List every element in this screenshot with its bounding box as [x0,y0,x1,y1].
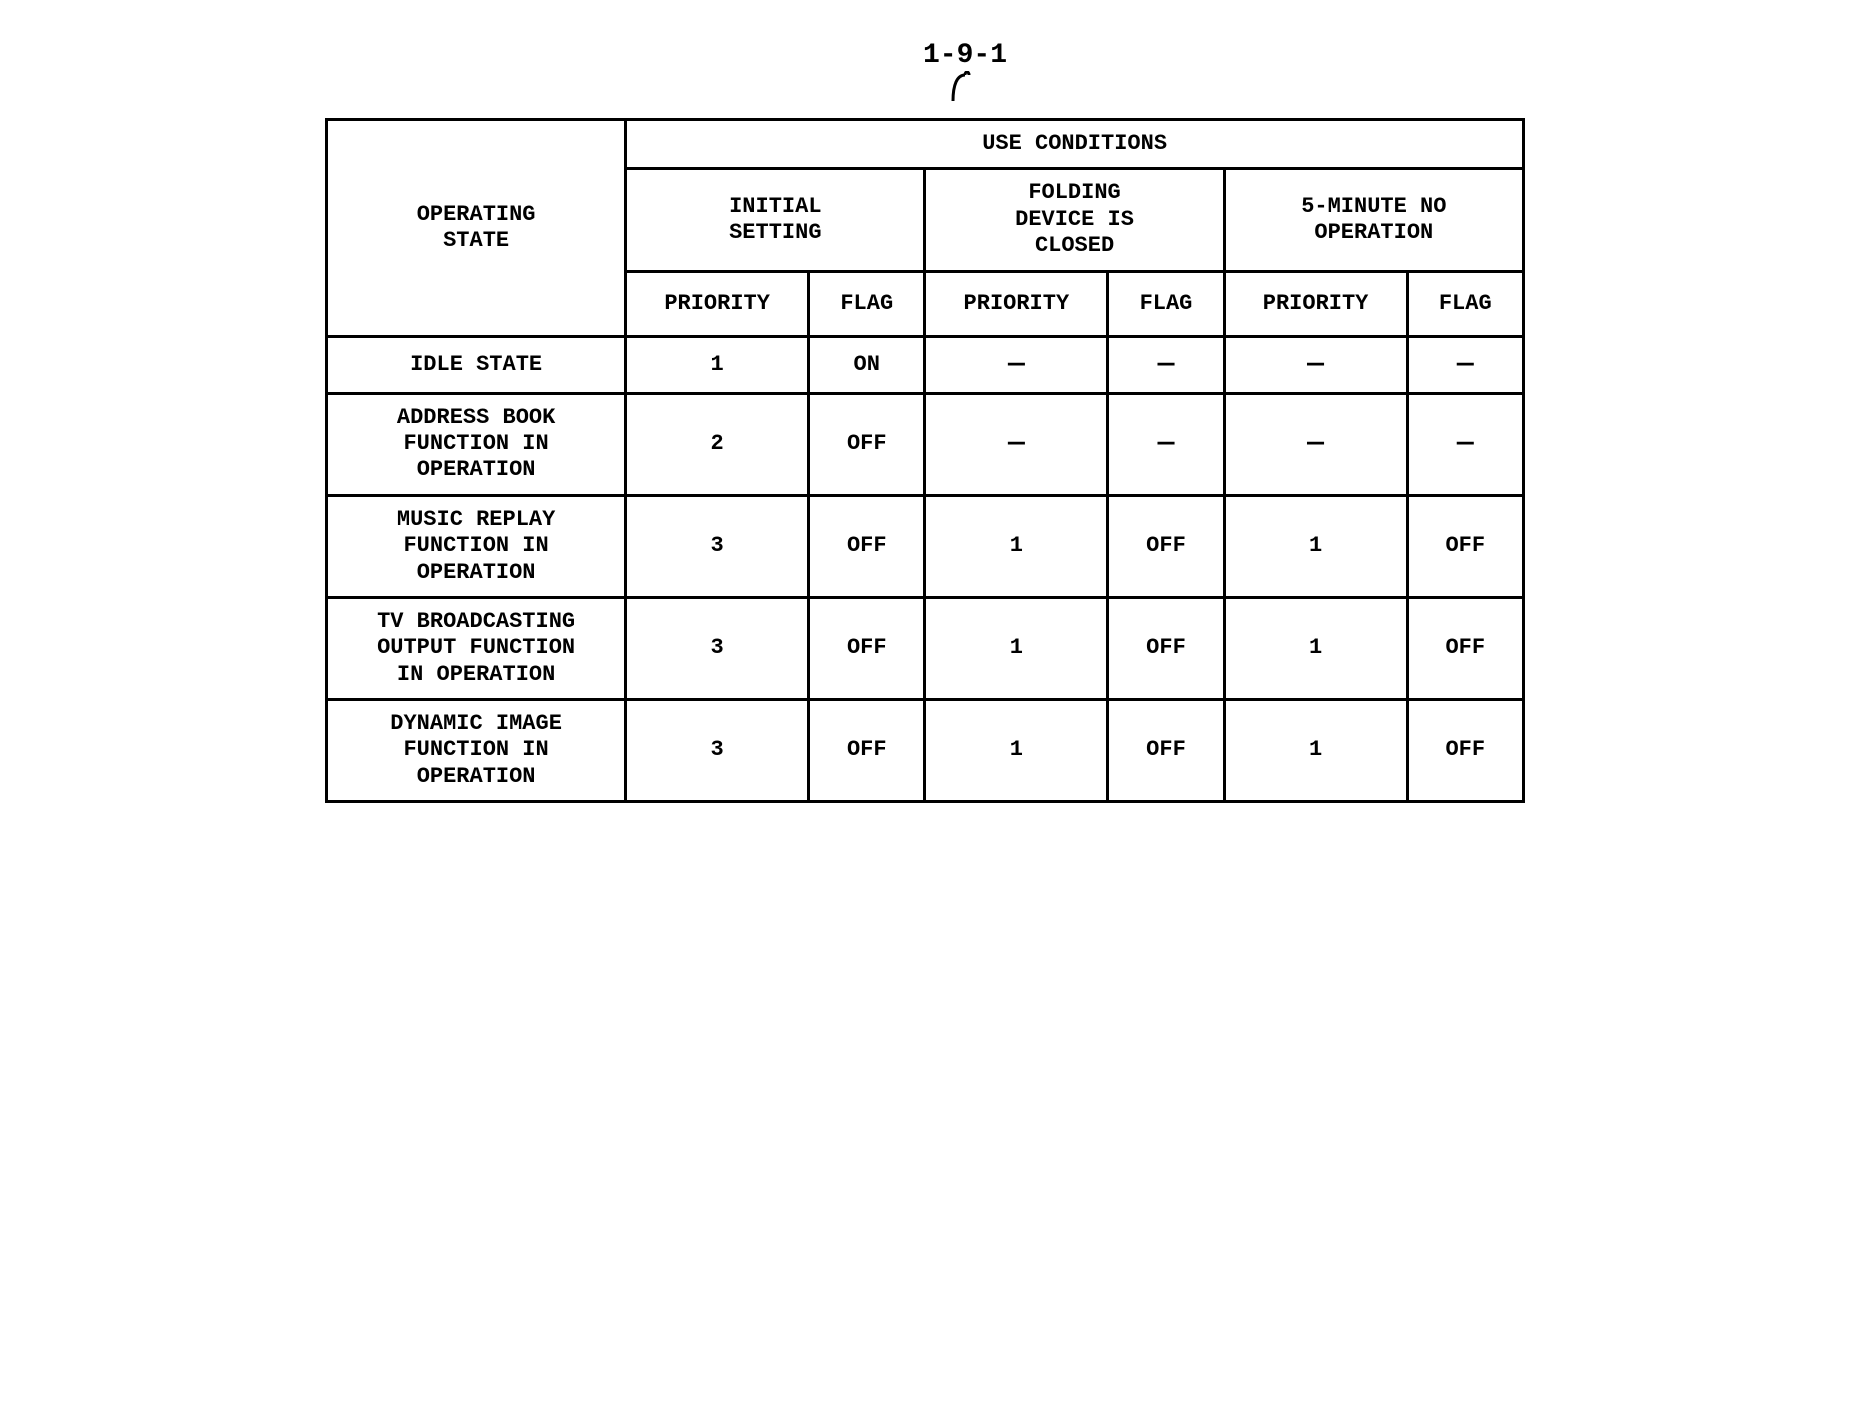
cell-flag: OFF [1108,597,1224,699]
header-priority: PRIORITY [626,271,809,336]
figure-reference-pointer [405,71,1525,110]
cell-flag: OFF [1407,700,1523,802]
figure-reference-label: 1-9-1 [405,40,1525,71]
cell-priority: — [925,393,1108,495]
header-folding-closed: FOLDINGDEVICE ISCLOSED [925,169,1224,271]
cell-flag: ON [809,336,925,393]
header-initial-setting: INITIALSETTING [626,169,925,271]
cell-flag: OFF [809,597,925,699]
table-row: TV BROADCASTINGOUTPUT FUNCTIONIN OPERATI… [327,597,1524,699]
cell-flag: OFF [1407,495,1523,597]
cell-priority: 2 [626,393,809,495]
cell-state: TV BROADCASTINGOUTPUT FUNCTIONIN OPERATI… [327,597,626,699]
cell-flag: OFF [1108,700,1224,802]
cell-flag: OFF [1108,495,1224,597]
cell-state: ADDRESS BOOKFUNCTION INOPERATION [327,393,626,495]
cell-state: IDLE STATE [327,336,626,393]
table-row: DYNAMIC IMAGEFUNCTION INOPERATION 3 OFF … [327,700,1524,802]
cell-flag: OFF [809,495,925,597]
table-body: IDLE STATE 1 ON — — — — ADDRESS BOOKFUNC… [327,336,1524,801]
cell-state: DYNAMIC IMAGEFUNCTION INOPERATION [327,700,626,802]
table-row: MUSIC REPLAYFUNCTION INOPERATION 3 OFF 1… [327,495,1524,597]
header-flag: FLAG [1108,271,1224,336]
cell-flag: OFF [809,700,925,802]
conditions-table: OPERATINGSTATE USE CONDITIONS INITIALSET… [325,118,1525,803]
cell-flag: OFF [809,393,925,495]
cell-flag: — [1108,336,1224,393]
cell-flag: OFF [1407,597,1523,699]
cell-priority: — [1224,393,1407,495]
cell-flag: — [1108,393,1224,495]
cell-priority: 1 [925,495,1108,597]
header-priority: PRIORITY [925,271,1108,336]
table-row: ADDRESS BOOKFUNCTION INOPERATION 2 OFF —… [327,393,1524,495]
cell-priority: 1 [1224,597,1407,699]
cell-priority: 3 [626,597,809,699]
cell-priority: 1 [1224,700,1407,802]
cell-state: MUSIC REPLAYFUNCTION INOPERATION [327,495,626,597]
table-row: IDLE STATE 1 ON — — — — [327,336,1524,393]
cell-priority: 3 [626,495,809,597]
cell-priority: 1 [925,700,1108,802]
cell-priority: — [1224,336,1407,393]
header-flag: FLAG [809,271,925,336]
cell-priority: 1 [925,597,1108,699]
header-operating-state: OPERATINGSTATE [327,120,626,337]
cell-priority: 1 [626,336,809,393]
header-use-conditions: USE CONDITIONS [626,120,1524,169]
cell-priority: — [925,336,1108,393]
header-no-operation: 5-MINUTE NOOPERATION [1224,169,1523,271]
header-priority: PRIORITY [1224,271,1407,336]
cell-flag: — [1407,393,1523,495]
cell-flag: — [1407,336,1523,393]
cell-priority: 1 [1224,495,1407,597]
cell-priority: 3 [626,700,809,802]
header-flag: FLAG [1407,271,1523,336]
